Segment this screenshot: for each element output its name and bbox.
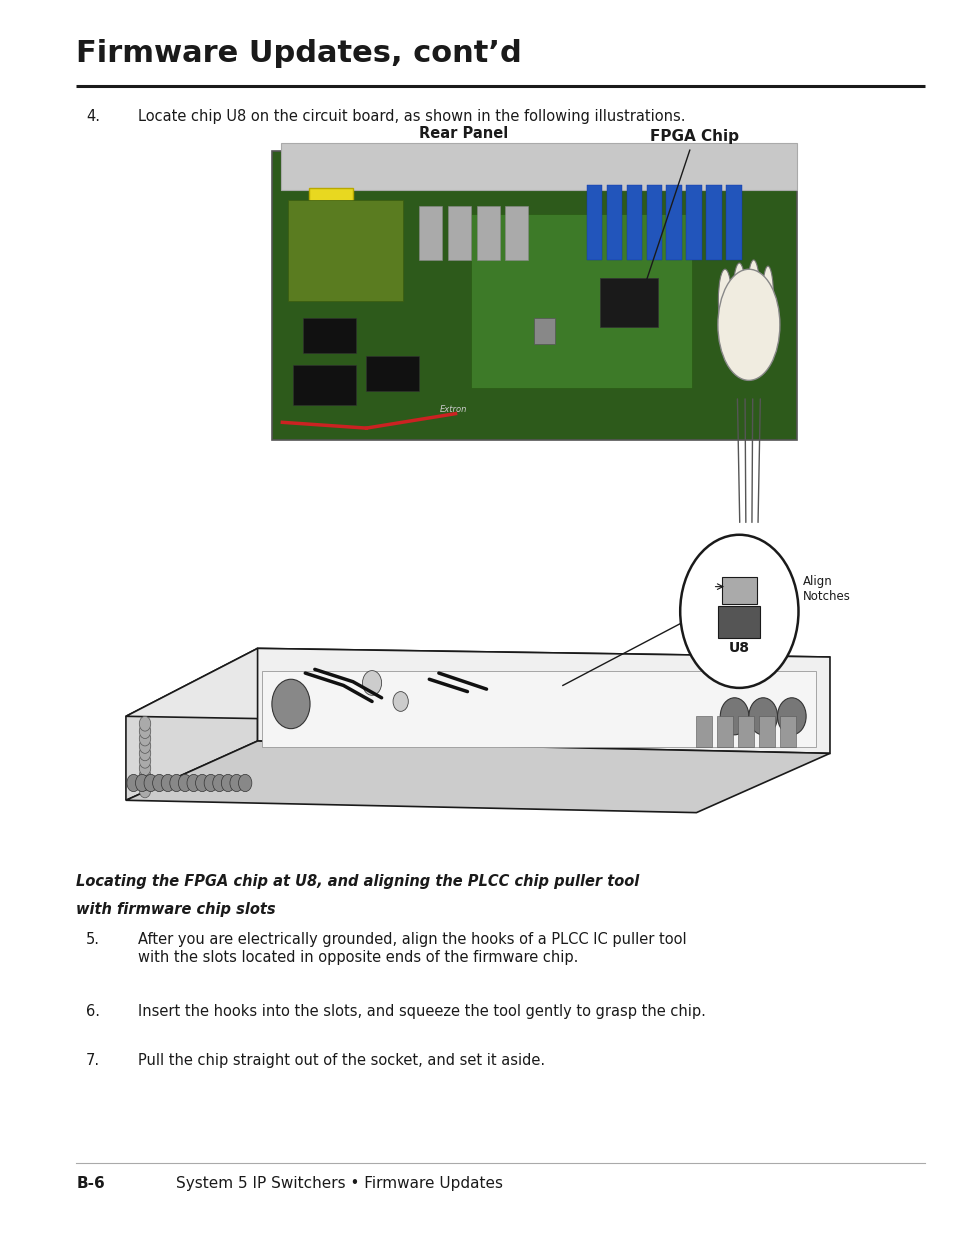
Text: Insert the hooks into the slots, and squeeze the tool gently to grasp the chip.: Insert the hooks into the slots, and squ… [138, 1004, 705, 1019]
Text: Align
Notches: Align Notches [802, 576, 850, 603]
FancyBboxPatch shape [599, 278, 657, 327]
FancyBboxPatch shape [447, 205, 470, 261]
FancyBboxPatch shape [705, 185, 721, 261]
Polygon shape [126, 648, 829, 726]
FancyBboxPatch shape [366, 356, 418, 390]
Circle shape [187, 774, 200, 792]
Text: System 5 IP Switchers • Firmware Updates: System 5 IP Switchers • Firmware Updates [176, 1176, 503, 1191]
FancyBboxPatch shape [721, 577, 756, 604]
Text: 7.: 7. [86, 1053, 100, 1068]
Circle shape [204, 774, 217, 792]
Circle shape [362, 671, 381, 695]
FancyBboxPatch shape [646, 185, 661, 261]
Circle shape [139, 724, 151, 739]
Text: Pull the chip straight out of the socket, and set it aside.: Pull the chip straight out of the socket… [138, 1053, 545, 1068]
FancyBboxPatch shape [780, 716, 795, 747]
Text: 5.: 5. [86, 932, 100, 947]
FancyBboxPatch shape [288, 200, 402, 301]
Circle shape [195, 774, 209, 792]
FancyBboxPatch shape [718, 606, 760, 638]
Text: Rear Panel: Rear Panel [418, 126, 508, 141]
Ellipse shape [718, 269, 731, 331]
FancyBboxPatch shape [262, 671, 815, 747]
Circle shape [161, 774, 174, 792]
Circle shape [230, 774, 243, 792]
Circle shape [777, 698, 805, 735]
Circle shape [720, 698, 748, 735]
Text: U8: U8 [728, 641, 749, 655]
Polygon shape [126, 648, 257, 800]
FancyBboxPatch shape [626, 185, 641, 261]
Circle shape [152, 774, 166, 792]
Circle shape [139, 753, 151, 768]
Circle shape [221, 774, 234, 792]
Circle shape [139, 731, 151, 746]
Text: Locate chip U8 on the circuit board, as shown in the following illustrations.: Locate chip U8 on the circuit board, as … [138, 109, 685, 124]
FancyBboxPatch shape [505, 205, 528, 261]
FancyBboxPatch shape [293, 364, 355, 405]
Circle shape [139, 783, 151, 798]
Circle shape [144, 774, 157, 792]
Circle shape [170, 774, 183, 792]
Circle shape [139, 746, 151, 761]
Ellipse shape [718, 269, 780, 380]
Circle shape [127, 774, 140, 792]
FancyBboxPatch shape [696, 716, 711, 747]
FancyBboxPatch shape [586, 185, 602, 261]
FancyBboxPatch shape [303, 319, 355, 353]
Text: with firmware chip slots: with firmware chip slots [76, 902, 275, 916]
FancyBboxPatch shape [418, 205, 441, 261]
Polygon shape [257, 648, 829, 753]
Circle shape [679, 535, 798, 688]
Ellipse shape [732, 263, 745, 337]
Circle shape [139, 716, 151, 731]
Text: B-6: B-6 [76, 1176, 105, 1191]
Circle shape [135, 774, 149, 792]
FancyBboxPatch shape [759, 716, 774, 747]
Ellipse shape [761, 267, 773, 335]
Circle shape [238, 774, 252, 792]
FancyBboxPatch shape [471, 214, 691, 388]
Ellipse shape [746, 261, 760, 341]
Circle shape [139, 739, 151, 753]
Circle shape [393, 692, 408, 711]
Text: 4.: 4. [86, 109, 100, 124]
FancyBboxPatch shape [281, 143, 796, 190]
FancyBboxPatch shape [534, 319, 555, 345]
FancyBboxPatch shape [717, 716, 732, 747]
FancyBboxPatch shape [606, 185, 621, 261]
Circle shape [139, 776, 151, 790]
FancyBboxPatch shape [666, 185, 681, 261]
FancyBboxPatch shape [725, 185, 741, 261]
FancyBboxPatch shape [309, 188, 353, 252]
Circle shape [139, 761, 151, 776]
FancyBboxPatch shape [685, 185, 701, 261]
Text: Firmware Updates, cont’d: Firmware Updates, cont’d [76, 40, 521, 68]
FancyBboxPatch shape [476, 205, 499, 261]
Text: After you are electrically grounded, align the hooks of a PLCC IC puller tool
wi: After you are electrically grounded, ali… [138, 932, 686, 965]
FancyBboxPatch shape [738, 716, 753, 747]
Circle shape [213, 774, 226, 792]
Circle shape [139, 768, 151, 783]
Circle shape [272, 679, 310, 729]
Text: 6.: 6. [86, 1004, 100, 1019]
Circle shape [748, 698, 777, 735]
Polygon shape [126, 741, 829, 813]
Circle shape [178, 774, 192, 792]
FancyBboxPatch shape [272, 151, 796, 440]
Text: Extron: Extron [439, 405, 467, 414]
Text: FPGA Chip: FPGA Chip [644, 130, 738, 284]
Text: Locating the FPGA chip at U8, and aligning the PLCC chip puller tool: Locating the FPGA chip at U8, and aligni… [76, 874, 639, 889]
